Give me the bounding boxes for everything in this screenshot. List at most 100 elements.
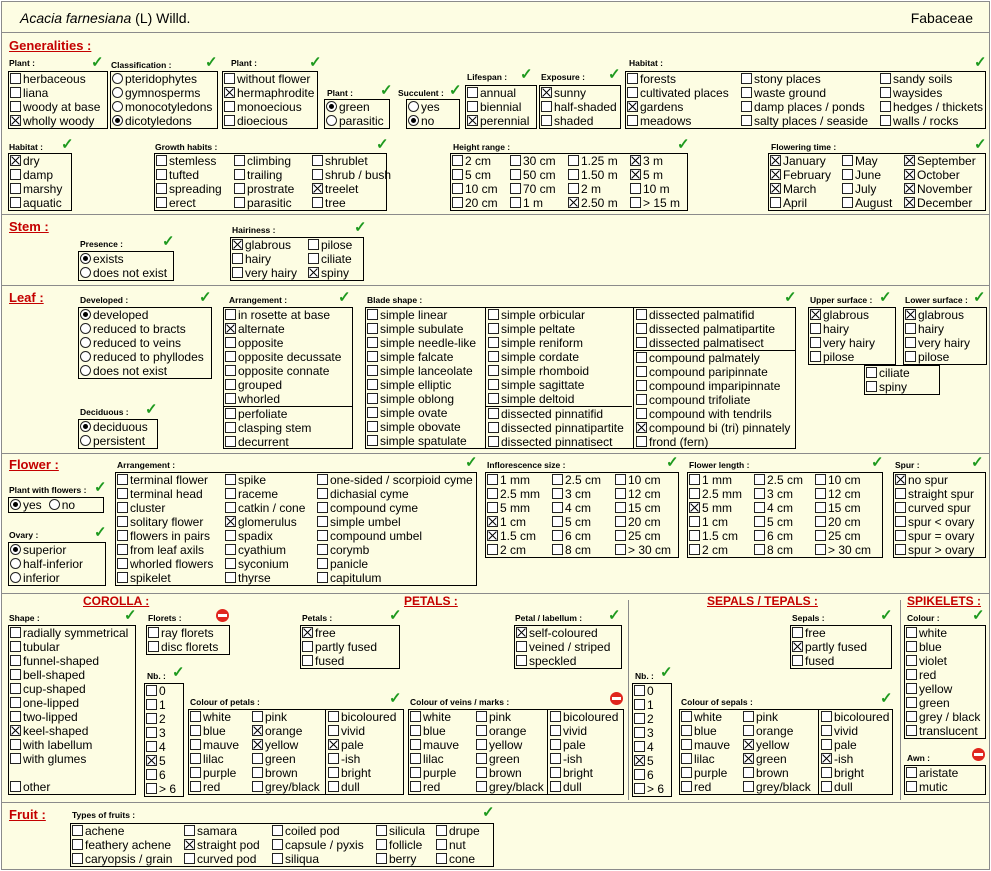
option[interactable]: with labellum bbox=[9, 738, 128, 752]
option[interactable]: 1 bbox=[145, 698, 176, 712]
option[interactable]: 3 cm bbox=[753, 487, 803, 501]
checkbox[interactable] bbox=[146, 783, 157, 794]
checkbox[interactable] bbox=[689, 530, 700, 541]
option[interactable]: damp places / ponds bbox=[740, 100, 868, 114]
checkbox[interactable] bbox=[225, 502, 236, 513]
option[interactable]: 1.25 m bbox=[567, 154, 618, 168]
checkbox[interactable] bbox=[10, 73, 21, 84]
checkbox[interactable] bbox=[146, 713, 157, 724]
option[interactable]: purple bbox=[409, 766, 459, 780]
checkbox[interactable] bbox=[743, 711, 754, 722]
checkbox[interactable] bbox=[367, 421, 378, 432]
option[interactable]: aristate bbox=[905, 766, 958, 780]
checkbox[interactable] bbox=[225, 516, 236, 527]
option[interactable]: October bbox=[903, 168, 976, 182]
option[interactable]: spur < ovary bbox=[894, 515, 974, 529]
option[interactable]: blue bbox=[409, 724, 459, 738]
option[interactable]: spiny bbox=[307, 266, 352, 280]
option[interactable]: lilac bbox=[409, 752, 459, 766]
option[interactable]: in rosette at base bbox=[224, 308, 341, 322]
option[interactable]: trailing bbox=[233, 168, 294, 182]
checkbox[interactable] bbox=[476, 739, 487, 750]
checkbox[interactable] bbox=[488, 379, 499, 390]
checkbox[interactable] bbox=[815, 502, 826, 513]
option[interactable]: December bbox=[903, 196, 976, 210]
option[interactable]: 0 bbox=[633, 684, 664, 698]
option[interactable]: disc florets bbox=[147, 640, 218, 654]
radio-button[interactable] bbox=[80, 365, 91, 376]
checkbox[interactable] bbox=[225, 351, 236, 362]
option[interactable]: waysides bbox=[879, 86, 983, 100]
checkbox[interactable] bbox=[615, 544, 626, 555]
checkbox[interactable] bbox=[117, 516, 128, 527]
option[interactable]: 1 bbox=[633, 698, 664, 712]
checkbox[interactable] bbox=[117, 530, 128, 541]
option[interactable]: 6 cm bbox=[753, 529, 803, 543]
option[interactable]: glabrous bbox=[231, 238, 297, 252]
radio-button[interactable] bbox=[10, 544, 21, 555]
checkbox[interactable] bbox=[225, 323, 236, 334]
checkbox[interactable] bbox=[550, 711, 561, 722]
checkbox[interactable] bbox=[552, 530, 563, 541]
checkbox[interactable] bbox=[184, 853, 195, 864]
option[interactable]: grouped bbox=[224, 378, 341, 392]
option[interactable]: opposite decussate bbox=[224, 350, 341, 364]
checkbox[interactable] bbox=[232, 239, 243, 250]
checkbox[interactable] bbox=[821, 725, 832, 736]
checkbox[interactable] bbox=[476, 753, 487, 764]
option[interactable]: 1.50 m bbox=[567, 168, 618, 182]
checkbox[interactable] bbox=[821, 753, 832, 764]
checkbox[interactable] bbox=[741, 115, 752, 126]
checkbox[interactable] bbox=[792, 627, 803, 638]
checkbox[interactable] bbox=[410, 753, 421, 764]
option[interactable]: 2.5 cm bbox=[753, 473, 803, 487]
option[interactable]: tree bbox=[311, 196, 391, 210]
option[interactable]: from leaf axils bbox=[116, 543, 213, 557]
checkbox[interactable] bbox=[510, 155, 521, 166]
option[interactable]: wholly woody bbox=[9, 114, 100, 128]
checkbox[interactable] bbox=[821, 767, 832, 778]
checkbox[interactable] bbox=[367, 393, 378, 404]
option[interactable]: simple ovate bbox=[366, 406, 476, 420]
option[interactable]: hedges / thickets bbox=[879, 100, 983, 114]
option[interactable]: green bbox=[251, 752, 320, 766]
option[interactable]: simple reniform bbox=[487, 336, 589, 350]
checkbox[interactable] bbox=[487, 530, 498, 541]
option[interactable]: hairy bbox=[809, 322, 875, 336]
checkbox[interactable] bbox=[467, 87, 478, 98]
checkbox[interactable] bbox=[550, 767, 561, 778]
radio-button[interactable] bbox=[48, 499, 60, 510]
option[interactable]: walls / rocks bbox=[879, 114, 983, 128]
checkbox[interactable] bbox=[906, 697, 917, 708]
option[interactable]: sunny bbox=[540, 86, 617, 100]
checkbox[interactable] bbox=[743, 767, 754, 778]
checkbox[interactable] bbox=[815, 516, 826, 527]
checkbox[interactable] bbox=[568, 155, 579, 166]
option[interactable]: 2.5 mm bbox=[486, 487, 540, 501]
option[interactable]: mauve bbox=[409, 738, 459, 752]
option[interactable]: 1 cm bbox=[688, 515, 742, 529]
option[interactable]: panicle bbox=[316, 557, 473, 571]
option[interactable]: simple sagittate bbox=[487, 378, 589, 392]
option[interactable]: 5 cm bbox=[551, 515, 601, 529]
checkbox[interactable] bbox=[117, 558, 128, 569]
option[interactable]: clasping stem bbox=[224, 421, 311, 435]
option[interactable]: bright bbox=[549, 766, 618, 780]
checkbox[interactable] bbox=[328, 781, 339, 792]
checkbox[interactable] bbox=[225, 558, 236, 569]
option[interactable]: 5 cm bbox=[451, 168, 498, 182]
option[interactable]: fused bbox=[301, 654, 377, 668]
checkbox[interactable] bbox=[906, 655, 917, 666]
checkbox[interactable] bbox=[452, 169, 463, 180]
option[interactable]: > 30 cm bbox=[814, 543, 871, 557]
checkbox[interactable] bbox=[689, 544, 700, 555]
option[interactable]: 4 bbox=[633, 740, 664, 754]
checkbox[interactable] bbox=[488, 309, 499, 320]
checkbox[interactable] bbox=[146, 727, 157, 738]
option[interactable]: partly fused bbox=[791, 640, 867, 654]
checkbox[interactable] bbox=[516, 627, 527, 638]
option[interactable]: 3 bbox=[633, 726, 664, 740]
option[interactable]: terminal flower bbox=[116, 473, 213, 487]
option[interactable]: blue bbox=[905, 640, 980, 654]
checkbox[interactable] bbox=[312, 155, 323, 166]
